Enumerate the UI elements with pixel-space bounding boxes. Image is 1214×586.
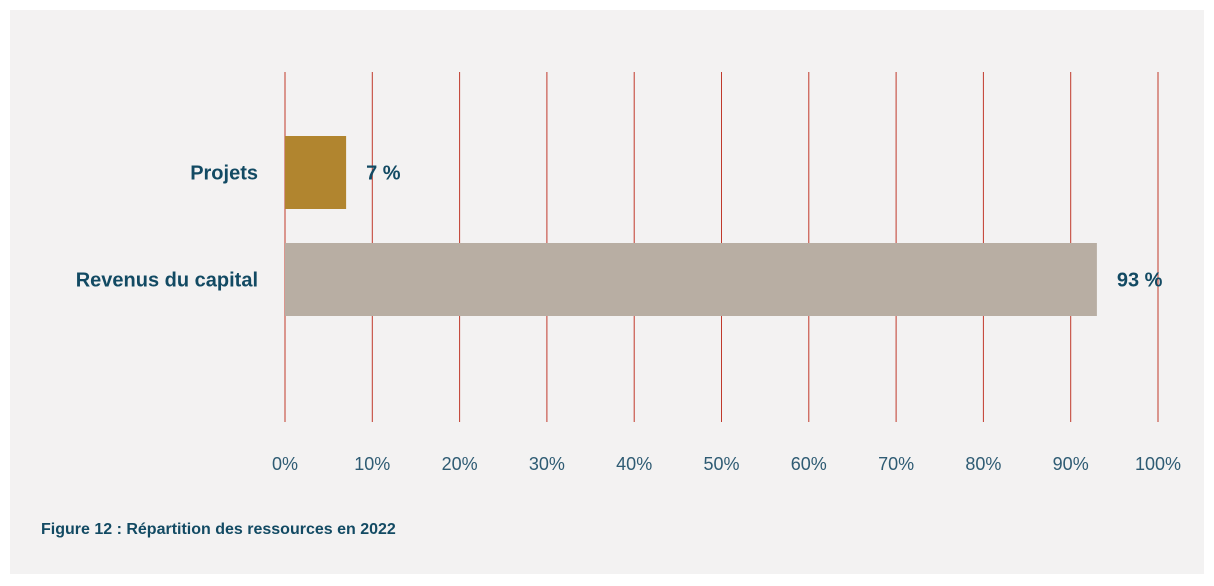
category-labels: Projets Revenus du capital: [76, 163, 258, 292]
x-tick-label: 30%: [529, 454, 565, 474]
x-axis-ticks: 0% 10% 20% 30% 40% 50% 60% 70% 80% 90% 100%: [272, 454, 1181, 474]
bar-chart: Projets Revenus du capital 7 % 93 % 0% 10% 2…: [76, 72, 1181, 474]
category-label: Revenus du capital: [76, 270, 258, 292]
x-tick-label: 0%: [272, 454, 298, 474]
x-tick-label: 100%: [1135, 454, 1181, 474]
x-tick-label: 70%: [878, 454, 914, 474]
x-tick-label: 80%: [965, 454, 1001, 474]
x-tick-label: 60%: [791, 454, 827, 474]
x-tick-label: 90%: [1053, 454, 1089, 474]
data-label: 93 %: [1117, 270, 1163, 292]
bar: [285, 136, 347, 209]
x-tick-label: 40%: [616, 454, 652, 474]
category-label: Projets: [190, 163, 258, 185]
x-tick-label: 10%: [354, 454, 390, 474]
x-tick-label: 50%: [703, 454, 739, 474]
data-label: 7 %: [366, 163, 401, 185]
data-labels: 7 % 93 %: [366, 163, 1163, 292]
bars: [285, 136, 1097, 316]
x-tick-label: 20%: [442, 454, 478, 474]
figure-caption: Figure 12 : Répartition des ressources e…: [41, 521, 396, 538]
bar: [285, 243, 1097, 316]
